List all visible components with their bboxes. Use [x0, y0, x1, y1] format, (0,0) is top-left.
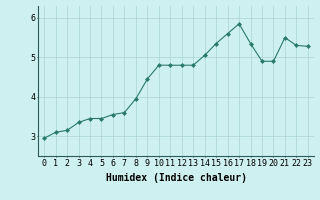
- X-axis label: Humidex (Indice chaleur): Humidex (Indice chaleur): [106, 173, 246, 183]
